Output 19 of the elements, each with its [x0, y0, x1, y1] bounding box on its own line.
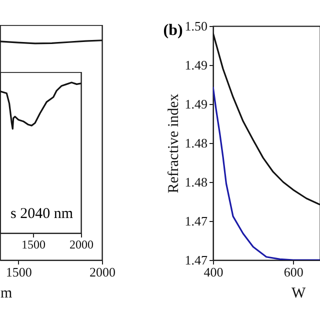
y-tick-label: 1.47 — [184, 214, 208, 228]
line-series — [213, 32, 320, 206]
x-axis-title: m — [0, 286, 12, 302]
y-axis-title: Refractive index — [166, 93, 182, 194]
x-axis-title: W — [292, 286, 306, 302]
y-tick-label: 1.50 — [184, 18, 208, 34]
x-tick-label: 400 — [204, 264, 224, 280]
y-tick-label: 1.49 — [184, 58, 208, 72]
y-tick-label: 1.48 — [184, 174, 208, 190]
x-tick-label: 2000 — [70, 238, 94, 252]
y-tick-label: 1.47 — [184, 252, 208, 268]
x-tick-label: 1500 — [22, 238, 46, 252]
x-tick-label: 1500 — [6, 264, 32, 280]
x-tick-label: 600 — [284, 264, 304, 280]
x-tick-label: 2000 — [90, 264, 116, 280]
chart-title: (b) — [163, 22, 183, 39]
y-tick-label: 1.48 — [184, 136, 208, 150]
y-tick-label: 1.49 — [184, 96, 208, 112]
annotation: s 2040 nm — [10, 206, 74, 222]
